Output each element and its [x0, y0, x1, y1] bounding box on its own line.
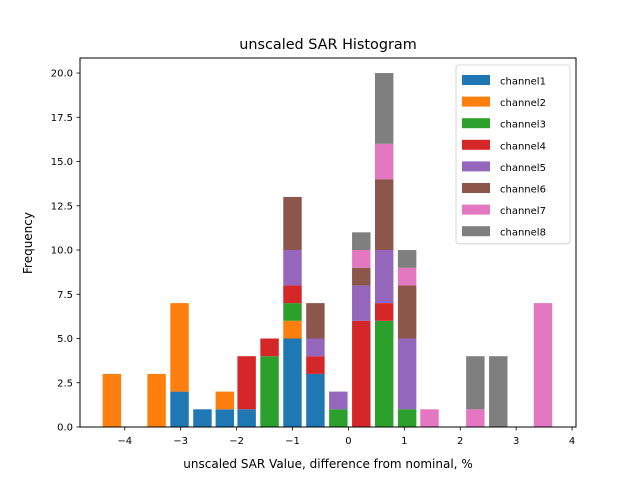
x-tick-label: −2	[229, 436, 244, 447]
bar-channel1-bin-5	[237, 409, 256, 427]
bar-channel8-bin-10	[352, 232, 371, 251]
legend-swatch-channel6	[462, 183, 490, 193]
legend-swatch-channel3	[462, 118, 490, 129]
bar-channel2-bin-2	[170, 303, 189, 392]
bar-channel7-bin-14	[466, 409, 485, 427]
bar-channel6-bin-8	[306, 303, 325, 339]
legend-label-channel1: channel1	[500, 77, 546, 88]
legend-swatch-channel2	[462, 96, 490, 107]
bar-channel6-bin-12	[397, 285, 417, 339]
bar-channel6-bin-7	[283, 196, 302, 251]
bar-channel4-bin-11	[374, 303, 394, 321]
legend-swatch-channel5	[462, 161, 490, 172]
axes-group	[79, 57, 577, 428]
x-tick-label: −4	[117, 436, 132, 447]
bar-channel4-bin-6	[260, 338, 279, 357]
x-tick-label: 3	[513, 436, 519, 447]
x-tick-label: 1	[401, 436, 407, 447]
legend-label-channel3: channel3	[500, 120, 546, 131]
x-tick-label: 2	[457, 436, 463, 447]
bar-channel7-bin-11	[374, 143, 394, 180]
bar-channel4-bin-10	[352, 320, 371, 427]
y-tick-label: 12.5	[51, 201, 73, 212]
bar-channel8-bin-15	[489, 356, 508, 427]
y-tick-label: 7.5	[57, 290, 73, 301]
bar-channel2-bin-1	[147, 373, 166, 427]
bar-channel1-bin-8	[306, 373, 325, 427]
x-tick-label: −1	[285, 436, 300, 447]
bar-channel1-bin-3	[193, 409, 212, 427]
x-tick-label: 4	[569, 436, 575, 447]
legend-swatch-channel8	[462, 226, 490, 237]
bar-channel8-bin-14	[466, 356, 485, 410]
bar-channel5-bin-10	[352, 285, 371, 321]
chart-title: unscaled SAR Histogram	[239, 37, 417, 53]
bar-channel2-bin-7	[283, 320, 302, 339]
bar-channel7-bin-12	[397, 267, 417, 286]
bar-channel7-bin-10	[352, 250, 371, 268]
bar-channel1-bin-2	[170, 391, 189, 427]
y-tick-label: 20.0	[51, 69, 73, 80]
legend-label-channel2: channel2	[500, 98, 546, 109]
bar-channel7-bin-13	[420, 409, 439, 427]
bar-channel3-bin-6	[260, 356, 279, 427]
bar-channel5-bin-11	[374, 250, 394, 304]
bar-channel8-bin-11	[374, 73, 394, 144]
bar-channel5-bin-12	[397, 338, 417, 410]
y-tick-label: 17.5	[51, 113, 73, 124]
legend-label-channel8: channel8	[500, 228, 546, 239]
bar-channel4-bin-7	[283, 285, 302, 304]
bar-channel5-bin-7	[283, 250, 302, 286]
x-tick-label: 0	[345, 436, 351, 447]
legend-swatch-channel4	[462, 139, 490, 150]
bar-channel6-bin-10	[352, 267, 371, 286]
y-axis-label: Frequency	[21, 212, 35, 274]
legend-label-channel5: channel5	[500, 163, 546, 174]
y-tick-label: 2.5	[57, 378, 73, 389]
x-axis-ticks: −4 −3 −2 −1 0 1 2 3 4	[117, 427, 575, 447]
bar-channel3-bin-7	[283, 303, 302, 321]
bar-channel3-bin-9	[329, 409, 348, 427]
bar-channel3-bin-11	[374, 320, 394, 427]
legend-swatch-channel7	[462, 204, 490, 215]
y-tick-label: 0.0	[57, 423, 73, 434]
legend-label-channel7: channel7	[500, 206, 546, 217]
bars-group	[102, 73, 553, 427]
y-tick-label: 15.0	[51, 157, 73, 168]
y-axis-ticks: 0.0 2.5 5.0 7.5 10.0 12.5 15.0 17.5 20.0	[51, 69, 80, 434]
bar-channel2-bin-4	[215, 391, 235, 410]
bar-channel8-bin-12	[397, 250, 417, 268]
legend-box	[455, 64, 571, 245]
bar-channel2-bin-0	[102, 373, 122, 427]
y-tick-label: 5.0	[57, 334, 73, 345]
bar-channel5-bin-9	[329, 391, 348, 410]
legend: channel1 channel2 channel3 channel4 channel5…	[455, 64, 571, 245]
legend-label-channel6: channel6	[500, 185, 546, 196]
bar-channel4-bin-5	[237, 356, 256, 410]
bar-channel5-bin-8	[306, 338, 325, 357]
bar-channel3-bin-12	[397, 409, 417, 427]
plot-frame	[79, 57, 577, 428]
bar-channel1-bin-7	[283, 338, 302, 427]
bar-channel6-bin-11	[374, 179, 394, 251]
bar-channel4-bin-8	[306, 356, 325, 374]
y-tick-label: 10.0	[51, 246, 73, 257]
legend-swatch-channel1	[462, 75, 490, 85]
bar-channel1-bin-4	[215, 409, 235, 427]
bar-channel7-bin-16	[533, 303, 553, 427]
x-axis-label: unscaled SAR Value, difference from nomi…	[183, 457, 472, 471]
legend-label-channel4: channel4	[500, 141, 546, 152]
x-tick-label: −3	[173, 436, 188, 447]
